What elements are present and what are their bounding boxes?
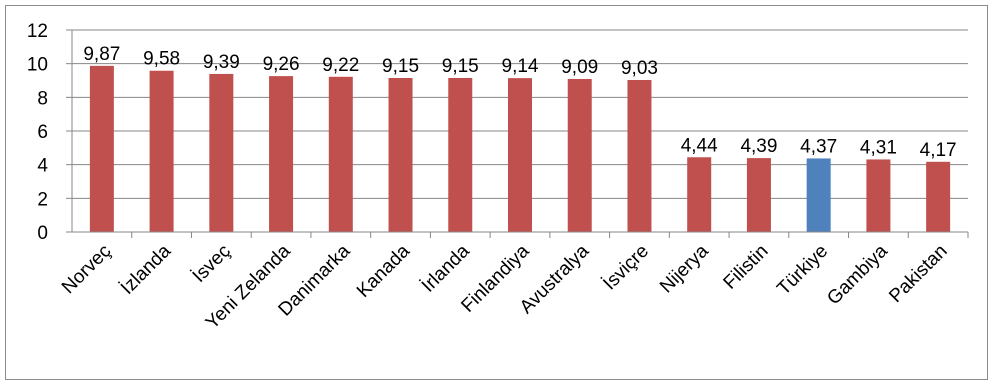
data-label: 9,58 [143, 49, 180, 70]
bar [806, 158, 831, 232]
data-label: 9,14 [502, 56, 539, 77]
bar [508, 78, 532, 232]
x-category-label: İsviçre [599, 241, 653, 295]
y-tick-label: 2 [37, 189, 48, 210]
bar [89, 65, 114, 232]
x-category-label: İsveç [189, 241, 235, 287]
data-label: 4,39 [740, 136, 777, 157]
x-category-label: Filistin [720, 241, 773, 294]
data-label: 9,87 [83, 44, 120, 65]
x-category-label: Kanada [353, 240, 414, 301]
y-tick-label: 8 [37, 88, 48, 109]
y-tick-label: 12 [27, 21, 48, 42]
data-label: 9,09 [561, 57, 598, 78]
x-category-label: İrlanda [418, 240, 474, 296]
x-category-label: Nijerya [656, 240, 713, 297]
bar [866, 159, 891, 232]
data-label: 9,03 [621, 58, 658, 79]
bar [687, 157, 712, 232]
bar [209, 73, 234, 232]
bar [269, 76, 294, 232]
bar [627, 79, 652, 233]
y-tick-label: 4 [37, 156, 48, 177]
bar [926, 161, 951, 232]
data-label: 9,15 [442, 56, 479, 77]
y-tick-label: 6 [37, 122, 48, 143]
x-category-label: Pakistan [885, 241, 951, 307]
y-tick-label: 0 [37, 223, 48, 244]
data-label: 4,31 [860, 137, 897, 158]
bar [746, 158, 771, 232]
bar [388, 77, 413, 232]
data-label: 9,22 [322, 55, 359, 76]
data-label: 4,37 [800, 136, 837, 157]
data-label: 9,26 [263, 54, 300, 75]
bar [448, 77, 473, 232]
bar [149, 70, 174, 232]
x-category-label: Türkiye [773, 241, 832, 300]
bar [567, 78, 592, 232]
x-category-label: Gambiya [823, 240, 892, 309]
data-label: 9,39 [203, 52, 240, 73]
bar [328, 76, 353, 233]
data-label: 4,44 [681, 135, 718, 156]
x-category-label: İzlanda [117, 240, 175, 298]
x-category-label: Norveç [58, 241, 115, 298]
y-tick-label: 10 [27, 55, 48, 76]
data-label: 4,17 [920, 140, 957, 161]
data-label: 9,15 [382, 56, 419, 77]
